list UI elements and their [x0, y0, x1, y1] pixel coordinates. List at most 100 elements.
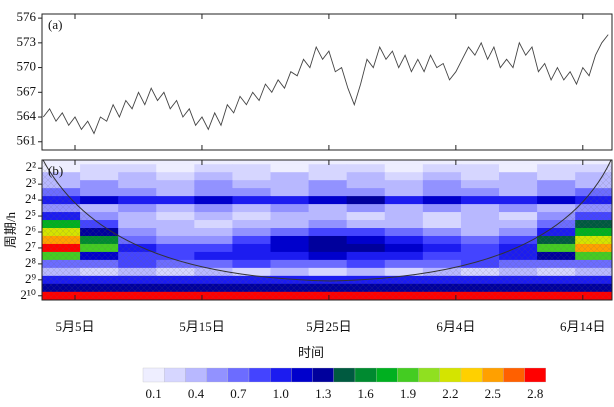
heat-cell: [422, 243, 462, 253]
heat-cell: [308, 228, 348, 237]
heat-cell: [308, 164, 348, 173]
heat-cell: [156, 228, 195, 237]
colorbar-swatch: [418, 367, 440, 383]
x-tick-label: 5月25日: [306, 319, 352, 334]
heat-cell: [537, 204, 576, 213]
heat-cell: [118, 228, 157, 237]
colorbar-swatch: [312, 367, 334, 383]
y-tick-label: 2⁶: [25, 223, 36, 238]
heat-cell: [194, 164, 233, 173]
colorbar-swatch: [482, 367, 504, 383]
y-tick-label: 2²: [26, 159, 37, 174]
heat-cell: [384, 243, 424, 253]
heat-cell: [232, 228, 272, 237]
heat-cell: [308, 243, 348, 253]
heat-cell: [499, 172, 538, 181]
heat-cell: [346, 164, 386, 173]
heat-cell: [80, 188, 119, 197]
heat-cell: [422, 259, 462, 269]
colorbar-swatch: [164, 367, 186, 383]
x-axis-label: 时间: [298, 345, 324, 360]
heat-cell: [499, 188, 538, 197]
heat-cell: [422, 164, 462, 173]
colorbar-tick-label: 1.9: [400, 386, 416, 401]
heat-cell: [156, 212, 195, 221]
heat-cell: [346, 220, 386, 229]
heat-cell: [384, 228, 424, 237]
heat-cell: [232, 220, 272, 229]
heat-cell: [80, 204, 119, 213]
x-tick-label: 5月5日: [55, 319, 94, 334]
heat-cell: [156, 243, 195, 253]
heat-cell: [156, 164, 195, 173]
heat-cell: [270, 164, 310, 173]
y-tick-label: 576: [17, 9, 37, 24]
heat-cell: [460, 172, 500, 181]
heat-cell: [460, 243, 500, 253]
heat-cell: [232, 180, 272, 189]
heat-cell: [346, 180, 386, 189]
heat-cell: [194, 180, 233, 189]
heat-cell: [422, 251, 462, 261]
heat-cell: [232, 204, 272, 213]
heat-cell: [194, 220, 233, 229]
heat-cell: [384, 180, 424, 189]
colorbar-tick-label: 1.0: [273, 386, 289, 401]
heat-cell: [460, 228, 500, 237]
heat-cell: [270, 220, 310, 229]
heat-cell: [308, 220, 348, 229]
heat-cell: [270, 228, 310, 237]
colorbar-tick-label: 2.2: [442, 386, 458, 401]
heat-cell: [384, 251, 424, 261]
heat-cell: [232, 243, 272, 253]
colorbar-swatch: [503, 367, 525, 383]
heat-cell: [118, 235, 157, 245]
heat-cell: [270, 235, 310, 245]
heat-cell: [156, 188, 195, 197]
x-tick-label: 6月4日: [436, 319, 475, 334]
panel-a-frame: [41, 13, 613, 151]
heat-cell: [308, 275, 348, 285]
heat-cell: [499, 204, 538, 213]
heat-cell: [232, 196, 272, 205]
heat-cell: [270, 267, 310, 277]
heat-cell: [194, 196, 233, 205]
x-tick-label: 6月14日: [560, 319, 606, 334]
heat-cell: [118, 172, 157, 181]
heat-cell: [80, 164, 119, 173]
heat-cell: [537, 164, 576, 173]
heat-cell: [346, 251, 386, 261]
heat-cell: [308, 251, 348, 261]
heat-cell: [346, 235, 386, 245]
heat-cell: [384, 164, 424, 173]
heat-cell: [499, 212, 538, 221]
panel-label: (a): [48, 17, 62, 32]
heat-cell: [537, 180, 576, 189]
heat-cell: [422, 228, 462, 237]
heat-cell: [156, 251, 195, 261]
heat-cell: [460, 180, 500, 189]
y-tick-label: 573: [17, 34, 37, 49]
colorbar-swatch: [333, 367, 356, 383]
colorbar-swatch: [270, 367, 292, 383]
y-tick-label: 2³: [26, 175, 37, 190]
heat-cell: [194, 243, 233, 253]
heat-cell: [384, 172, 424, 181]
heat-cell: [118, 204, 157, 213]
colorbar-swatch: [248, 367, 271, 383]
heat-cell: [118, 212, 157, 221]
heat-cell: [537, 196, 576, 205]
heat-cell: [346, 196, 386, 205]
heat-cell: [118, 188, 157, 197]
heat-cell: [270, 188, 310, 197]
colorbar-tick-label: 0.7: [230, 386, 247, 401]
heat-cell: [308, 267, 348, 277]
heat-cell: [422, 204, 462, 213]
heat-cell: [460, 212, 500, 221]
heat-cell: [346, 243, 386, 253]
colorbar-tick-label: 2.5: [485, 386, 501, 401]
heat-cell: [460, 188, 500, 197]
heat-cell: [346, 228, 386, 237]
heat-cell: [118, 196, 157, 205]
